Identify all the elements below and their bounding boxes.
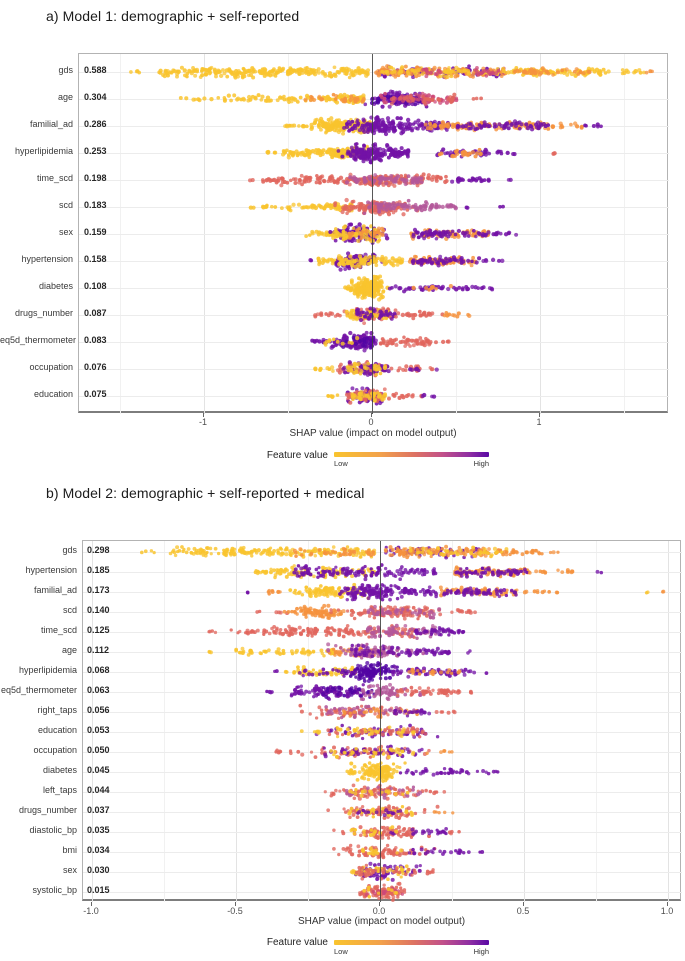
feature-label-right_taps: right_taps bbox=[37, 705, 77, 715]
feature-importance-eq5d_thermometer: 0.063 bbox=[87, 685, 110, 695]
feature-label-hyperlipidemia: hyperlipidemia bbox=[14, 146, 73, 156]
feature-importance-hypertension: 0.185 bbox=[87, 565, 110, 575]
feature-importance-sex: 0.030 bbox=[87, 865, 110, 875]
feature-label-education: education bbox=[33, 389, 73, 399]
feature-importance-drugs_number: 0.037 bbox=[87, 805, 110, 815]
feature-importance-gds: 0.588 bbox=[84, 65, 107, 75]
feature-importance-scd: 0.140 bbox=[87, 605, 110, 615]
feature-label-gds: gds bbox=[62, 545, 77, 555]
feature-label-scd: scd bbox=[62, 605, 77, 615]
x-tick-label: -0.5 bbox=[227, 906, 243, 916]
feature-label-occupation: occupation bbox=[33, 745, 77, 755]
x-tick-mark bbox=[538, 413, 540, 417]
feature-importance-sex: 0.159 bbox=[84, 227, 107, 237]
feature-label-familial_ad: familial_ad bbox=[29, 119, 73, 129]
x-tick-mark bbox=[666, 902, 668, 906]
x-tick-label: 0.5 bbox=[516, 906, 530, 916]
feature-label-sex: sex bbox=[62, 865, 77, 875]
feature-importance-drugs_number: 0.087 bbox=[84, 308, 107, 318]
feature-label-eq5d_thermometer: eq5d_thermometer bbox=[0, 685, 77, 695]
feature-importance-gds: 0.298 bbox=[87, 545, 110, 555]
x-tick-label: 0.0 bbox=[372, 906, 386, 916]
feature-importance-right_taps: 0.056 bbox=[87, 705, 110, 715]
x-tick-label: 1 bbox=[536, 417, 542, 427]
x-tick-mark bbox=[370, 413, 372, 417]
feature-importance-education: 0.075 bbox=[84, 389, 107, 399]
chart-b-legend-high-label: High bbox=[473, 947, 489, 956]
feature-importance-diastolic_bp: 0.035 bbox=[87, 825, 110, 835]
feature-label-sex: sex bbox=[58, 227, 73, 237]
chart-a-legend-high-label: High bbox=[473, 459, 489, 468]
feature-label-time_scd: time_scd bbox=[36, 173, 73, 183]
feature-importance-bmi: 0.034 bbox=[87, 845, 110, 855]
chart-a-x-axis-title: SHAP value (impact on model output) bbox=[289, 428, 457, 439]
x-tick-mark bbox=[202, 413, 204, 417]
chart-a-legend-low-label: Low bbox=[334, 459, 348, 468]
chart-a-title: a) Model 1: demographic + self-reported bbox=[46, 8, 300, 24]
feature-importance-age: 0.112 bbox=[87, 645, 110, 655]
feature-label-systolic_bp: systolic_bp bbox=[32, 885, 77, 895]
x-tick-label: -1 bbox=[198, 417, 207, 427]
feature-label-scd: scd bbox=[58, 200, 73, 210]
feature-label-drugs_number: drugs_number bbox=[14, 308, 73, 318]
feature-importance-hyperlipidemia: 0.068 bbox=[87, 665, 110, 675]
feature-importance-left_taps: 0.044 bbox=[87, 785, 110, 795]
feature-label-occupation: occupation bbox=[29, 362, 73, 372]
feature-importance-diabetes: 0.045 bbox=[87, 765, 110, 775]
feature-importance-occupation: 0.076 bbox=[84, 362, 107, 372]
feature-label-familial_ad: familial_ad bbox=[33, 585, 77, 595]
feature-importance-systolic_bp: 0.015 bbox=[87, 885, 110, 895]
chart-b-legend-low-label: Low bbox=[334, 947, 348, 956]
feature-importance-time_scd: 0.125 bbox=[87, 625, 110, 635]
feature-label-education: education bbox=[37, 725, 77, 735]
chart-a-legend-title: Feature value bbox=[266, 450, 328, 461]
feature-importance-age: 0.304 bbox=[84, 92, 107, 102]
x-tick-label: 1.0 bbox=[660, 906, 674, 916]
feature-label-hypertension: hypertension bbox=[21, 254, 73, 264]
chart-b-legend-gradient-bar bbox=[334, 940, 489, 945]
chart-a-panel bbox=[78, 53, 669, 414]
feature-importance-hyperlipidemia: 0.253 bbox=[84, 146, 107, 156]
feature-label-left_taps: left_taps bbox=[42, 785, 77, 795]
feature-label-gds: gds bbox=[58, 65, 73, 75]
x-tick-mark bbox=[90, 902, 92, 906]
feature-importance-scd: 0.183 bbox=[84, 200, 107, 210]
feature-label-diabetes: diabetes bbox=[42, 765, 77, 775]
chart-b-x-axis-title: SHAP value (impact on model output) bbox=[297, 916, 466, 927]
x-tick-mark bbox=[378, 902, 380, 906]
chart-a-legend-gradient-bar bbox=[334, 452, 489, 457]
feature-label-drugs_number: drugs_number bbox=[18, 805, 77, 815]
feature-importance-occupation: 0.050 bbox=[87, 745, 110, 755]
feature-label-diabetes: diabetes bbox=[38, 281, 73, 291]
feature-importance-education: 0.053 bbox=[87, 725, 110, 735]
x-tick-label: -1.0 bbox=[83, 906, 99, 916]
chart-b-beeswarm-canvas bbox=[83, 541, 682, 902]
chart-a-beeswarm-canvas bbox=[79, 54, 669, 414]
chart-b-panel bbox=[82, 540, 682, 902]
feature-importance-familial_ad: 0.173 bbox=[87, 585, 110, 595]
feature-label-eq5d_thermometer: eq5d_thermometer bbox=[0, 335, 77, 345]
x-tick-mark bbox=[234, 902, 236, 906]
feature-label-time_scd: time_scd bbox=[40, 625, 77, 635]
feature-label-hyperlipidemia: hyperlipidemia bbox=[18, 665, 77, 675]
x-tick-mark bbox=[522, 902, 524, 906]
chart-b-legend-title: Feature value bbox=[266, 937, 328, 948]
feature-importance-diabetes: 0.108 bbox=[84, 281, 107, 291]
feature-label-diastolic_bp: diastolic_bp bbox=[29, 825, 77, 835]
feature-label-bmi: bmi bbox=[62, 845, 77, 855]
x-tick-label: 0 bbox=[368, 417, 374, 427]
feature-importance-hypertension: 0.158 bbox=[84, 254, 107, 264]
feature-label-age: age bbox=[57, 92, 73, 102]
chart-b-title: b) Model 2: demographic + self-reported … bbox=[46, 485, 365, 501]
feature-importance-familial_ad: 0.286 bbox=[84, 119, 107, 129]
feature-label-age: age bbox=[61, 645, 77, 655]
feature-importance-time_scd: 0.198 bbox=[84, 173, 107, 183]
feature-label-hypertension: hypertension bbox=[25, 565, 77, 575]
feature-importance-eq5d_thermometer: 0.083 bbox=[84, 335, 107, 345]
